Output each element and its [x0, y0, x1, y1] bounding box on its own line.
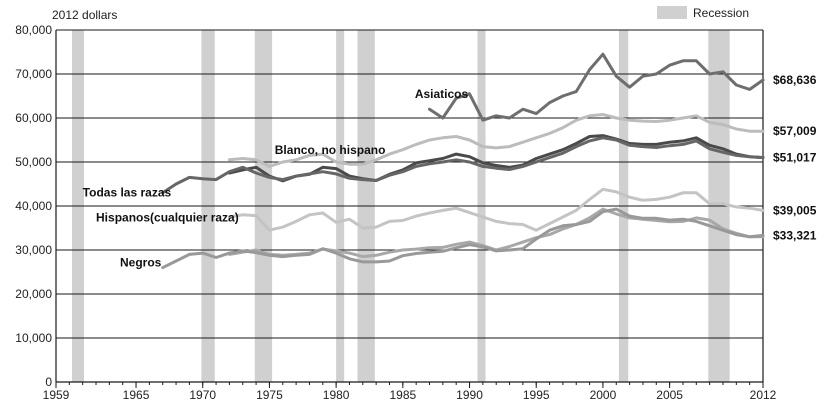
- x-tick-label-5: 1985: [389, 388, 416, 402]
- series-lines: [161, 52, 765, 270]
- grid-lines: [56, 29, 763, 383]
- end-value-labels: $68,636 $57,009 $51,017 $39,005 $33,321: [773, 73, 817, 242]
- end-value-label-3: $51,017: [773, 151, 817, 165]
- series-line-3: [227, 134, 765, 183]
- series-labels: Asiaticos Blanco, no hispano Todas las raz…: [83, 87, 469, 269]
- y-tick-label-6: 60,000: [15, 111, 52, 125]
- series-line-5: [227, 187, 765, 232]
- series-label-7: Negros: [120, 255, 162, 269]
- y-axis-unit-label: 2012 dollars: [52, 8, 117, 22]
- x-tick-label-10: 2012: [750, 388, 777, 402]
- y-tick-label-5: 50,000: [15, 155, 52, 169]
- x-tick-label-7: 1995: [523, 388, 550, 402]
- y-tick-labels: 0 10,000 20,000 30,000 40,000 50,000 60,000 70,…: [15, 23, 52, 389]
- series-line-7: [161, 207, 765, 270]
- y-tick-label-4: 40,000: [15, 199, 52, 213]
- axes: [55, 30, 764, 388]
- x-tick-label-0: 1959: [43, 388, 70, 402]
- x-tick-label-2: 1970: [189, 388, 216, 402]
- y-tick-label-8: 80,000: [15, 23, 52, 37]
- y-tick-label-1: 10,000: [15, 331, 52, 345]
- x-tick-labels: 1959 1965 1970 1975 1980 1985 1990 1995 2000 2005…: [43, 388, 777, 402]
- end-value-label-5: $39,005: [773, 203, 817, 217]
- y-tick-label-7: 70,000: [15, 67, 52, 81]
- series-label-3: Blanco, no hispano: [275, 143, 386, 157]
- y-tick-label-0: 0: [45, 375, 52, 389]
- y-tick-label-2: 20,000: [15, 287, 52, 301]
- legend-swatch-recession: [657, 6, 687, 19]
- end-value-label-2: $57,009: [773, 124, 817, 138]
- x-tick-label-8: 2000: [590, 388, 617, 402]
- y-tick-label-3: 30,000: [15, 243, 52, 257]
- x-tick-label-9: 2005: [656, 388, 683, 402]
- end-value-label-7: $33,321: [773, 228, 817, 242]
- series-label-1: Asiaticos: [415, 87, 469, 101]
- series-label-4: Todas las razas: [83, 185, 172, 199]
- legend-label-recession: Recession: [693, 6, 749, 20]
- x-tick-label-4: 1980: [323, 388, 350, 402]
- series-label-6: Hispanos(cualquier raza): [96, 210, 239, 224]
- x-tick-label-3: 1975: [256, 388, 283, 402]
- x-tick-label-6: 1990: [456, 388, 483, 402]
- series-line-1: [428, 52, 765, 122]
- series-line-4: [161, 136, 765, 195]
- legend: Recession: [657, 6, 749, 20]
- end-value-label-1: $68,636: [773, 73, 817, 87]
- series-line-2: [227, 113, 765, 168]
- x-tick-label-1: 1965: [123, 388, 150, 402]
